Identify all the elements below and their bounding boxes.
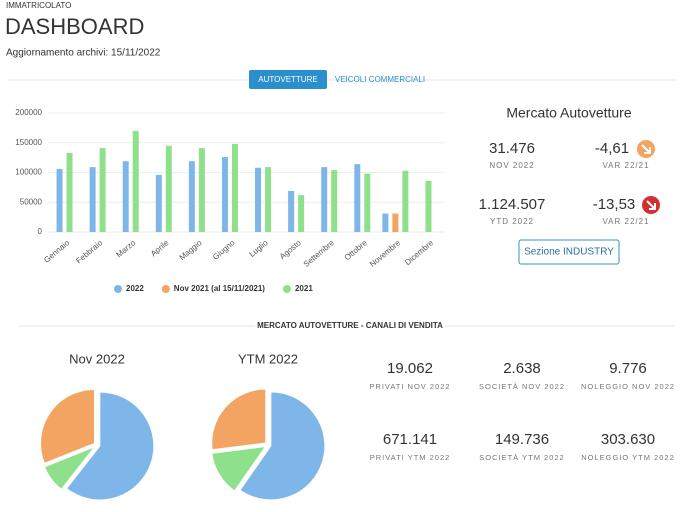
y-tick-label: 150000 bbox=[15, 138, 42, 147]
market-value: 31.476 bbox=[489, 140, 535, 157]
pie-slice bbox=[43, 445, 97, 491]
x-tick-label: Ottobre bbox=[343, 238, 370, 262]
bar bbox=[321, 167, 328, 232]
channel-caption: SOCIETÀ NOV 2022 bbox=[479, 382, 565, 391]
legend-swatch bbox=[114, 285, 122, 293]
channel-value: 19.062 bbox=[387, 360, 433, 377]
tab-active[interactable] bbox=[249, 70, 327, 89]
section-label: IMMATRICOLATO bbox=[6, 1, 71, 10]
pie-slice bbox=[211, 388, 267, 451]
bar bbox=[392, 213, 399, 232]
market-title: Mercato Autovetture bbox=[506, 105, 632, 121]
trend-icon bbox=[642, 196, 660, 214]
x-tick-label: Agosto bbox=[278, 238, 303, 261]
legend-swatch bbox=[282, 285, 291, 293]
market-value: -4,61 bbox=[595, 140, 629, 157]
x-tick-label: Febbraio bbox=[74, 238, 104, 266]
channel-value: 2.638 bbox=[503, 360, 541, 377]
market-caption: VAR 22/21 bbox=[602, 217, 649, 226]
update-date: Aggiornamento archivi: 15/11/2022 bbox=[6, 48, 161, 59]
bar bbox=[198, 148, 205, 232]
pie-slice bbox=[239, 391, 326, 501]
channel-caption: SOCIETÀ YTM 2022 bbox=[479, 453, 564, 462]
section-title-bg bbox=[255, 319, 445, 333]
bar bbox=[231, 143, 238, 232]
bar bbox=[298, 195, 305, 232]
bar bbox=[188, 161, 195, 232]
x-tick-label: Aprile bbox=[149, 238, 171, 258]
x-tick-label: Settembre bbox=[302, 238, 336, 269]
pie-slice bbox=[211, 445, 267, 492]
pie-title: Nov 2022 bbox=[69, 351, 125, 366]
page-title: DASHBOARD bbox=[5, 14, 144, 39]
x-tick-label: Gennaio bbox=[42, 238, 71, 265]
legend-label: 2022 bbox=[126, 284, 144, 293]
trend-icon bbox=[637, 140, 655, 158]
bar bbox=[364, 173, 371, 232]
channel-caption: PRIVATI NOV 2022 bbox=[369, 382, 450, 391]
bar bbox=[221, 157, 228, 232]
bar bbox=[132, 130, 139, 232]
pie-slice bbox=[40, 388, 96, 465]
x-tick-label: Novembre bbox=[368, 238, 402, 269]
legend-label: 2021 bbox=[295, 284, 313, 293]
bar bbox=[155, 174, 162, 232]
bar bbox=[99, 148, 106, 232]
bar bbox=[89, 167, 96, 232]
channel-value: 303.630 bbox=[601, 431, 655, 448]
bar bbox=[425, 180, 432, 232]
channel-caption: PRIVATI YTM 2022 bbox=[370, 453, 451, 462]
x-tick-label: Maggio bbox=[178, 238, 204, 262]
y-tick-label: 100000 bbox=[15, 168, 42, 177]
bar bbox=[56, 168, 63, 232]
pie-slice bbox=[65, 391, 155, 501]
tab-label[interactable]: AUTOVETTURE bbox=[258, 75, 317, 84]
market-caption: YTD 2022 bbox=[490, 217, 534, 226]
industry-button[interactable] bbox=[518, 239, 620, 265]
bar bbox=[331, 170, 338, 232]
x-tick-label: Marzo bbox=[115, 238, 138, 260]
x-tick-label: Luglio bbox=[248, 238, 271, 259]
market-value: 1.124.507 bbox=[479, 196, 546, 213]
market-caption: NOV 2022 bbox=[489, 161, 534, 170]
bar bbox=[66, 152, 73, 232]
x-tick-label: Giugno bbox=[211, 238, 237, 262]
bar bbox=[354, 164, 361, 232]
bar bbox=[382, 213, 389, 232]
market-value: -13,53 bbox=[593, 196, 636, 213]
y-tick-label: 50000 bbox=[20, 197, 43, 206]
channel-value: 149.736 bbox=[495, 431, 549, 448]
pie-title: YTM 2022 bbox=[238, 351, 298, 366]
y-tick-label: 0 bbox=[38, 227, 43, 236]
bar bbox=[265, 167, 272, 232]
bar bbox=[165, 145, 172, 232]
bar bbox=[402, 170, 409, 232]
bar bbox=[255, 167, 262, 232]
legend-label: Nov 2021 (al 15/11/2021) bbox=[174, 284, 266, 293]
legend-swatch bbox=[161, 285, 170, 293]
bar bbox=[288, 190, 295, 232]
industry-button-label[interactable]: Sezione INDUSTRY bbox=[524, 247, 614, 258]
channel-value: 671.141 bbox=[383, 431, 437, 448]
tab-label[interactable]: VEICOLI COMMERCIALI bbox=[335, 75, 425, 84]
section-title: MERCATO AUTOVETTURE - CANALI DI VENDITA bbox=[257, 321, 443, 330]
channel-caption: NOLEGGIO NOV 2022 bbox=[581, 382, 675, 391]
channel-caption: NOLEGGIO YTM 2022 bbox=[581, 453, 675, 462]
x-tick-label: Dicembre bbox=[403, 238, 435, 267]
market-caption: VAR 22/21 bbox=[602, 161, 649, 170]
channel-value: 9.776 bbox=[609, 360, 647, 377]
y-tick-label: 200000 bbox=[15, 108, 42, 117]
bar bbox=[122, 161, 129, 232]
